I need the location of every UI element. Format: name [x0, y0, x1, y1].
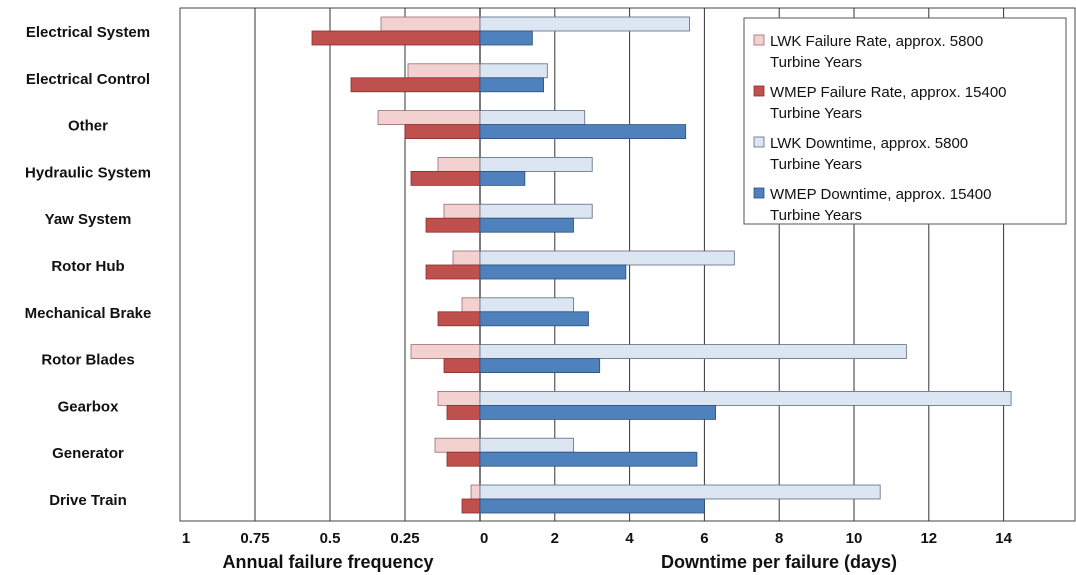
category-label: Hydraulic System — [25, 164, 151, 181]
category-label: Other — [68, 118, 108, 135]
bar-wmep-failure-rate — [425, 217, 481, 233]
legend-swatch — [753, 34, 765, 46]
bar-wmep-downtime — [479, 311, 589, 327]
right-tick-label: 10 — [846, 530, 863, 547]
right-tick-label: 4 — [625, 530, 634, 547]
bar-lwk-failure-rate — [437, 156, 481, 172]
bar-wmep-downtime — [479, 358, 601, 374]
bar-lwk-downtime — [479, 297, 574, 313]
right-tick-label: 8 — [775, 530, 783, 547]
bar-lwk-failure-rate — [434, 437, 481, 453]
bar-lwk-downtime — [479, 344, 907, 360]
bar-wmep-failure-rate — [461, 498, 481, 514]
bar-wmep-failure-rate — [410, 170, 481, 186]
category-label: Drive Train — [49, 492, 127, 509]
bar-lwk-failure-rate — [377, 110, 481, 125]
bar-lwk-downtime — [479, 156, 593, 172]
bar-lwk-downtime — [479, 437, 574, 453]
bar-lwk-failure-rate — [452, 250, 481, 266]
left-tick-label: 0.75 — [240, 530, 269, 547]
bar-lwk-failure-rate — [380, 16, 481, 32]
bar-wmep-failure-rate — [446, 451, 481, 467]
category-label: Gearbox — [58, 398, 120, 415]
left-tick-label: 0.5 — [320, 530, 341, 547]
bar-lwk-downtime — [479, 110, 586, 125]
legend-entry-text: Turbine Years — [770, 207, 862, 224]
bar-lwk-downtime — [479, 203, 593, 219]
category-label: Electrical System — [26, 24, 150, 41]
bar-wmep-downtime — [479, 404, 717, 420]
category-label: Rotor Hub — [51, 258, 124, 275]
bar-wmep-failure-rate — [425, 264, 481, 280]
bar-wmep-failure-rate — [437, 311, 481, 327]
legend: LWK Failure Rate, approx. 5800 Turbine Ye… — [743, 17, 1067, 225]
bar-wmep-downtime — [479, 30, 533, 46]
legend-entry-text: LWK Failure Rate, approx. 5800 — [770, 33, 983, 50]
legend-entry-text: Turbine Years — [770, 105, 862, 122]
bar-lwk-downtime — [479, 390, 1012, 406]
bar-lwk-failure-rate — [470, 484, 481, 500]
legend-entry-text: WMEP Failure Rate, approx. 15400 — [770, 84, 1007, 101]
bar-lwk-failure-rate — [437, 390, 481, 406]
legend-swatch — [753, 136, 765, 148]
right-tick-label: 12 — [920, 530, 937, 547]
category-labels: Electrical System Electrical Control Other… — [25, 24, 152, 509]
bar-wmep-failure-rate — [446, 404, 481, 420]
bar-lwk-downtime — [479, 16, 690, 32]
legend-entry-text: WMEP Downtime, approx. 15400 — [770, 186, 992, 203]
legend-swatch — [753, 85, 765, 97]
bar-wmep-failure-rate — [404, 124, 481, 139]
bars — [311, 16, 1012, 514]
right-tick-label: 14 — [995, 530, 1012, 547]
bar-lwk-downtime — [479, 250, 735, 266]
category-label: Electrical Control — [26, 71, 150, 88]
bar-wmep-downtime — [479, 264, 627, 280]
category-label: Rotor Blades — [41, 352, 134, 369]
right-axis-title: Downtime per failure (days) — [661, 552, 897, 572]
bar-wmep-failure-rate — [443, 358, 481, 374]
category-label: Mechanical Brake — [25, 305, 152, 322]
left-axis-title: Annual failure frequency — [222, 552, 433, 572]
tick-labels: 1 0.75 0.5 0.25 0 2 4 6 8 10 12 14 — [182, 530, 1013, 547]
bar-wmep-downtime — [479, 217, 574, 233]
bar-lwk-failure-rate — [461, 297, 481, 313]
bar-lwk-downtime — [479, 484, 881, 500]
legend-entry-text: Turbine Years — [770, 156, 862, 173]
bar-wmep-downtime — [479, 124, 687, 139]
bar-lwk-downtime — [479, 63, 548, 79]
category-label: Yaw System — [45, 211, 132, 228]
left-tick-label: 1 — [182, 530, 190, 547]
right-tick-label: 6 — [700, 530, 708, 547]
bar-lwk-failure-rate — [410, 344, 481, 360]
legend-entry-text: Turbine Years — [770, 54, 862, 71]
bar-lwk-failure-rate — [443, 203, 481, 219]
legend-entry-text: LWK Downtime, approx. 5800 — [770, 135, 968, 152]
bar-lwk-failure-rate — [407, 63, 481, 79]
legend-swatch — [753, 187, 765, 199]
bar-wmep-downtime — [479, 170, 526, 186]
category-label: Generator — [52, 445, 124, 462]
bar-wmep-failure-rate — [311, 30, 481, 46]
legend-box — [743, 17, 1067, 225]
right-tick-label: 2 — [551, 530, 559, 547]
bar-wmep-downtime — [479, 451, 698, 467]
left-tick-label: 0 — [480, 530, 488, 547]
bar-wmep-downtime — [479, 498, 705, 514]
bar-wmep-downtime — [479, 77, 544, 93]
left-tick-label: 0.25 — [390, 530, 419, 547]
bar-wmep-failure-rate — [350, 77, 481, 93]
